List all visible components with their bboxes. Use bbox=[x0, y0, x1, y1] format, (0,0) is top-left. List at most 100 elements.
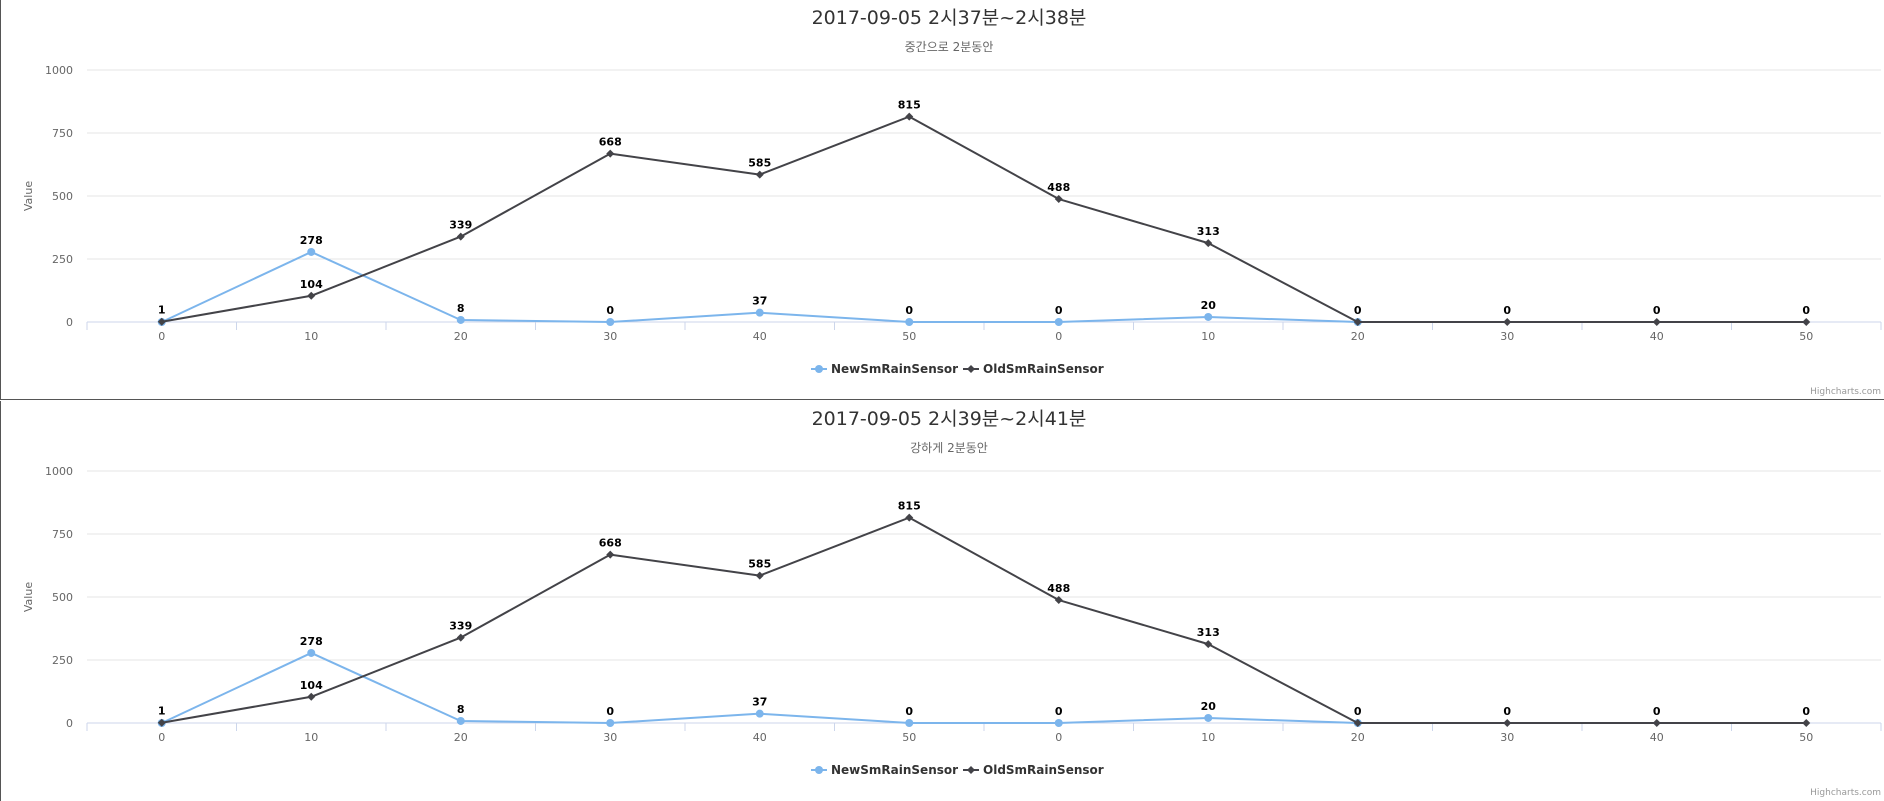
data-label: 37 bbox=[752, 696, 767, 709]
new-sensor-point[interactable] bbox=[456, 716, 465, 725]
x-tick-label: 20 bbox=[454, 330, 468, 343]
new-sensor-point[interactable] bbox=[456, 315, 465, 324]
data-label: 104 bbox=[300, 278, 323, 291]
data-label: 0 bbox=[606, 304, 614, 317]
data-label: 668 bbox=[599, 537, 622, 550]
x-tick-label: 40 bbox=[1650, 330, 1664, 343]
y-axis-title: Value bbox=[22, 181, 35, 211]
new-sensor-point[interactable] bbox=[905, 719, 914, 727]
data-label: 339 bbox=[449, 219, 472, 232]
old-sensor-point[interactable] bbox=[1652, 318, 1661, 326]
data-label: 0 bbox=[1503, 705, 1511, 718]
x-tick-label: 20 bbox=[454, 731, 468, 744]
x-tick-label: 0 bbox=[1055, 330, 1062, 343]
data-label: 37 bbox=[752, 295, 767, 308]
legend-item-old-sensor[interactable]: OldSmRainSensor bbox=[963, 763, 1104, 777]
data-label: 585 bbox=[748, 558, 771, 571]
new-sensor-point[interactable] bbox=[1054, 719, 1063, 727]
data-label: 0 bbox=[905, 304, 913, 317]
old-sensor-point[interactable] bbox=[1204, 640, 1213, 649]
new-sensor-point[interactable] bbox=[307, 648, 316, 657]
legend-marker-icon bbox=[815, 766, 823, 774]
legend-label: OldSmRainSensor bbox=[983, 362, 1104, 376]
data-label: 20 bbox=[1201, 299, 1217, 312]
data-label: 0 bbox=[1802, 304, 1810, 317]
data-label: 1 bbox=[158, 705, 166, 718]
new-sensor-point[interactable] bbox=[905, 318, 914, 326]
y-tick-label: 500 bbox=[52, 190, 73, 203]
data-label: 815 bbox=[898, 99, 921, 112]
x-tick-label: 30 bbox=[1500, 731, 1514, 744]
old-sensor-point[interactable] bbox=[157, 718, 166, 727]
old-sensor-point[interactable] bbox=[905, 513, 914, 522]
data-label: 488 bbox=[1047, 181, 1070, 194]
x-tick-label: 50 bbox=[902, 731, 916, 744]
y-tick-label: 500 bbox=[52, 591, 73, 604]
data-label: 0 bbox=[1503, 304, 1511, 317]
new-sensor-point[interactable] bbox=[1054, 318, 1063, 326]
data-label: 0 bbox=[905, 705, 913, 718]
old-sensor-point[interactable] bbox=[1353, 318, 1362, 326]
old-sensor-point[interactable] bbox=[606, 149, 615, 158]
old-sensor-point[interactable] bbox=[755, 571, 764, 580]
data-label: 585 bbox=[748, 157, 771, 170]
old-sensor-point[interactable] bbox=[1054, 596, 1063, 605]
data-label: 339 bbox=[449, 620, 472, 633]
y-axis-title: Value bbox=[22, 582, 35, 612]
x-tick-label: 0 bbox=[1055, 731, 1062, 744]
credits-link: Highcharts.com bbox=[1810, 387, 1881, 397]
data-label: 0 bbox=[1653, 304, 1661, 317]
new-sensor-point[interactable] bbox=[755, 308, 764, 317]
legend-marker-icon bbox=[815, 365, 823, 373]
y-tick-label: 1000 bbox=[45, 465, 73, 478]
old-sensor-point[interactable] bbox=[1802, 719, 1811, 727]
new-sensor-point[interactable] bbox=[1204, 312, 1213, 321]
old-sensor-point[interactable] bbox=[1503, 318, 1512, 326]
new-sensor-point[interactable] bbox=[307, 247, 316, 256]
new-sensor-point[interactable] bbox=[606, 318, 615, 326]
x-tick-label: 10 bbox=[304, 330, 318, 343]
legend-item-old-sensor[interactable]: OldSmRainSensor bbox=[963, 362, 1104, 376]
x-tick-label: 0 bbox=[158, 330, 165, 343]
old-sensor-point[interactable] bbox=[1802, 318, 1811, 326]
x-tick-label: 40 bbox=[753, 731, 767, 744]
new-sensor-point[interactable] bbox=[755, 709, 764, 718]
old-sensor-point[interactable] bbox=[1652, 719, 1661, 727]
new-sensor-point[interactable] bbox=[1204, 713, 1213, 722]
x-tick-label: 30 bbox=[1500, 330, 1514, 343]
legend-item-new-sensor[interactable]: NewSmRainSensor bbox=[811, 763, 958, 777]
old-sensor-point[interactable] bbox=[456, 633, 465, 642]
y-tick-label: 750 bbox=[52, 127, 73, 140]
data-label: 313 bbox=[1197, 626, 1220, 639]
data-label: 0 bbox=[606, 705, 614, 718]
x-tick-label: 30 bbox=[603, 330, 617, 343]
x-tick-label: 30 bbox=[603, 731, 617, 744]
old-sensor-point[interactable] bbox=[456, 232, 465, 241]
legend-item-new-sensor[interactable]: NewSmRainSensor bbox=[811, 362, 958, 376]
data-label: 0 bbox=[1354, 705, 1362, 718]
old-sensor-point[interactable] bbox=[755, 170, 764, 179]
y-tick-label: 250 bbox=[52, 253, 73, 266]
old-sensor-point[interactable] bbox=[307, 692, 316, 701]
old-sensor-point[interactable] bbox=[606, 550, 615, 559]
old-sensor-point[interactable] bbox=[1503, 719, 1512, 727]
x-tick-label: 10 bbox=[304, 731, 318, 744]
old-sensor-point[interactable] bbox=[307, 291, 316, 300]
legend-marker-icon bbox=[967, 365, 975, 373]
old-sensor-point[interactable] bbox=[905, 112, 914, 121]
data-label: 8 bbox=[457, 302, 465, 315]
old-sensor-point[interactable] bbox=[1054, 195, 1063, 204]
x-tick-label: 0 bbox=[158, 731, 165, 744]
data-label: 104 bbox=[300, 679, 323, 692]
old-sensor-point[interactable] bbox=[1204, 239, 1213, 248]
y-tick-label: 250 bbox=[52, 654, 73, 667]
data-label: 0 bbox=[1055, 304, 1063, 317]
new-sensor-point[interactable] bbox=[606, 719, 615, 727]
y-tick-label: 0 bbox=[66, 316, 73, 329]
x-tick-label: 20 bbox=[1351, 330, 1365, 343]
old-sensor-point[interactable] bbox=[157, 317, 166, 326]
old-sensor-point[interactable] bbox=[1353, 719, 1362, 727]
chart-panel-1: 2017-09-05 2시37분~2시38분 중간으로 2분동안 0 250 500 75… bbox=[0, 0, 1884, 400]
